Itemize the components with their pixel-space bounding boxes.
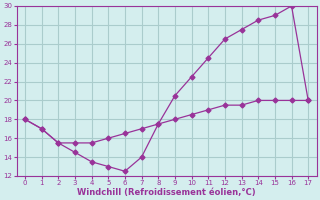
X-axis label: Windchill (Refroidissement éolien,°C): Windchill (Refroidissement éolien,°C) [77,188,256,197]
